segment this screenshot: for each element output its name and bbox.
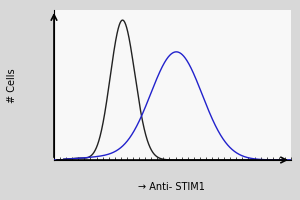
- Text: # Cells: # Cells: [7, 69, 17, 103]
- Text: → Anti- STIM1: → Anti- STIM1: [138, 182, 204, 192]
